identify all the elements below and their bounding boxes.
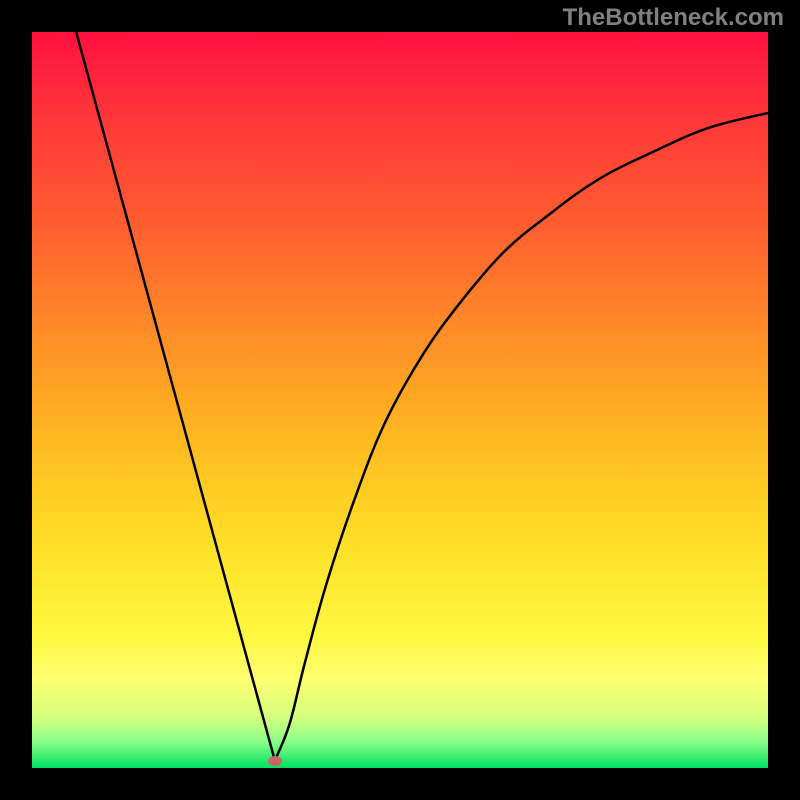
curve-path [76, 32, 768, 761]
minimum-marker [268, 756, 282, 766]
plot-area [32, 32, 768, 768]
watermark-text: TheBottleneck.com [563, 4, 784, 32]
bottleneck-curve [32, 32, 768, 768]
